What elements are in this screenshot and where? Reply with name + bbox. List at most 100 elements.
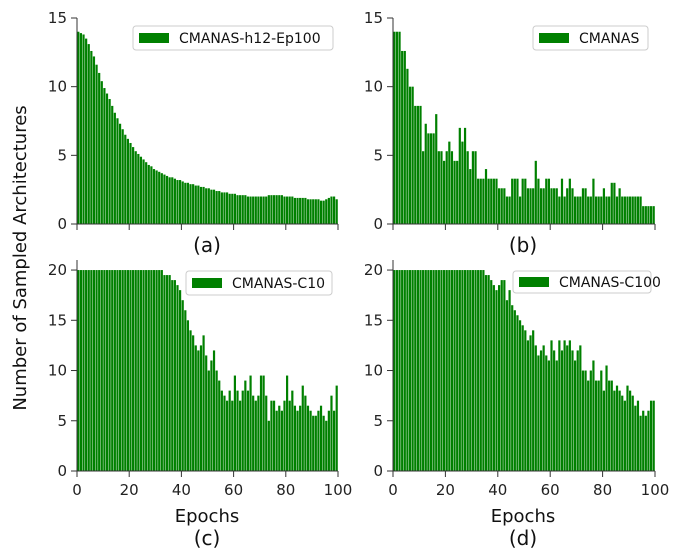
bar xyxy=(291,196,294,224)
bar xyxy=(168,275,171,471)
bar xyxy=(422,270,425,471)
bar xyxy=(301,385,304,471)
bar xyxy=(312,199,315,224)
bar xyxy=(254,196,257,224)
bar xyxy=(293,405,297,471)
bar xyxy=(644,415,647,471)
bar xyxy=(220,192,223,224)
bar xyxy=(186,182,190,224)
y-tick-label: 20 xyxy=(48,261,67,279)
bar xyxy=(424,123,427,224)
bar xyxy=(471,270,475,471)
bar xyxy=(267,420,270,471)
bar xyxy=(414,270,417,471)
bar xyxy=(87,270,90,471)
bar xyxy=(189,184,192,224)
bar xyxy=(241,390,244,471)
bar xyxy=(623,196,626,224)
bar xyxy=(487,275,490,471)
bar xyxy=(296,410,299,471)
bar xyxy=(246,196,250,224)
bar xyxy=(259,375,263,471)
bar xyxy=(597,380,600,471)
bar xyxy=(495,178,498,224)
bar xyxy=(605,365,608,471)
panel-label: (b) xyxy=(509,233,537,257)
y-tick-label: 0 xyxy=(373,215,383,233)
bar xyxy=(90,50,93,225)
bar xyxy=(267,195,270,224)
bar xyxy=(254,400,257,471)
bar xyxy=(286,196,289,224)
bar-series xyxy=(393,31,655,225)
bar xyxy=(581,188,585,224)
legend: CMANAS-C10 xyxy=(185,270,333,296)
bar xyxy=(252,196,255,224)
bar xyxy=(233,193,236,224)
bar xyxy=(537,355,540,471)
bar xyxy=(558,340,561,471)
y-tick-label: 15 xyxy=(364,311,383,329)
bar xyxy=(408,86,412,224)
x-axis-title: Epochs xyxy=(491,506,556,527)
bar xyxy=(597,196,600,224)
y-tick-label: 15 xyxy=(48,311,67,329)
bar xyxy=(477,270,480,471)
bar xyxy=(553,188,556,224)
bar xyxy=(547,360,550,471)
bar xyxy=(477,178,480,224)
bar xyxy=(145,162,148,224)
bar xyxy=(312,415,315,471)
bar xyxy=(445,151,448,224)
y-tick-label: 10 xyxy=(48,362,67,380)
bar xyxy=(132,147,135,224)
bar xyxy=(291,390,294,471)
y-tick-label: 15 xyxy=(364,9,383,27)
bar xyxy=(272,400,276,471)
bar xyxy=(228,193,231,224)
bar xyxy=(225,192,229,224)
bar xyxy=(197,350,200,471)
bar xyxy=(453,160,456,224)
bar xyxy=(95,270,98,471)
bar xyxy=(492,178,495,224)
bar xyxy=(215,370,218,471)
bar xyxy=(299,405,302,471)
bar xyxy=(458,127,461,224)
bar xyxy=(605,196,608,224)
bar xyxy=(241,195,244,224)
bar xyxy=(518,320,522,471)
bar xyxy=(608,380,611,471)
bar xyxy=(600,196,603,224)
bar xyxy=(571,350,574,471)
bar xyxy=(398,31,401,225)
bar xyxy=(474,151,477,224)
bar xyxy=(184,310,187,471)
chart-panel-4: 0 5 10 15 20 0 20 40 60 80 100 Epochs(d) CMANAS-C100 xyxy=(364,260,669,548)
legend-label: CMANAS-h12-Ep100 xyxy=(179,31,321,47)
bar xyxy=(199,186,203,224)
bar xyxy=(194,345,197,471)
bar xyxy=(618,188,621,224)
bar xyxy=(223,192,226,224)
bar xyxy=(471,151,475,224)
bar xyxy=(626,196,629,224)
bar xyxy=(634,405,637,471)
bar xyxy=(594,196,598,224)
bar xyxy=(181,300,184,471)
bar xyxy=(629,390,632,471)
bar xyxy=(121,129,124,224)
bar xyxy=(126,138,129,224)
bar xyxy=(419,105,422,224)
bar xyxy=(566,345,569,471)
bar xyxy=(116,270,119,471)
bar xyxy=(82,34,85,225)
bar xyxy=(244,195,247,224)
bar xyxy=(306,199,310,224)
y-tick-label: 0 xyxy=(57,215,67,233)
y-tick-label: 0 xyxy=(57,462,67,480)
bar xyxy=(422,151,425,224)
bar xyxy=(108,99,111,224)
bar xyxy=(98,72,101,225)
bar xyxy=(293,197,297,224)
